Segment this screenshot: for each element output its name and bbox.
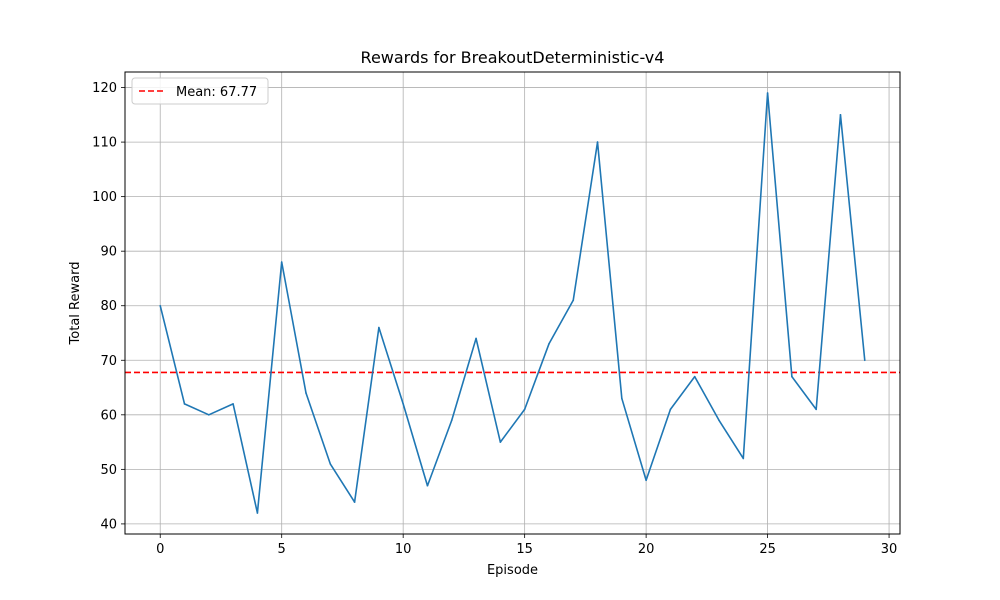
reward-data-point [742,457,745,460]
reward-data-point [499,441,502,443]
reward-data-point [572,299,575,302]
reward-data-point [159,304,162,307]
reward-data-point [183,403,186,405]
reward-data-point [791,375,793,378]
y-tick-label: 120 [92,81,117,96]
y-axis-label: Total Reward [68,262,83,346]
y-tick-label: 80 [100,299,117,314]
plot-frame [124,71,901,535]
x-tick-label: 10 [395,542,412,557]
reward-data-point [863,359,866,362]
reward-data-point [645,479,647,482]
reward-data-point [766,92,769,94]
reward-data-point [378,326,380,329]
reward-data-point [523,408,526,411]
reward-data-point [426,484,429,487]
reward-data-point [548,343,550,345]
reward-data-point [621,397,623,400]
legend-box [131,77,269,105]
reward-data-point [402,403,404,405]
y-tick-label: 110 [92,136,117,151]
reward-data-point [475,337,477,340]
x-tick-label: 20 [638,542,655,557]
y-axis-ticks: 40 50 60 70 80 90 100 110 120 [92,81,125,532]
x-tick-label: 0 [156,542,164,557]
reward-data-point [839,114,842,116]
x-axis-label: Episode [487,563,538,578]
reward-data-point [669,408,672,411]
series-group [159,92,866,514]
y-tick-label: 40 [100,517,117,532]
x-tick-label: 5 [278,542,286,557]
y-tick-label: 70 [100,354,117,369]
x-tick-label: 25 [759,542,776,557]
reward-data-point [208,414,210,416]
reward-data-point [450,419,453,422]
y-tick-label: 60 [100,408,117,423]
legend-label-mean: Mean: 67.77 [176,85,257,100]
reward-data-point [353,501,356,503]
reward-data-point [815,408,817,411]
reward-data-point [693,375,696,378]
x-tick-label: 30 [881,542,898,557]
reward-data-point [256,512,259,514]
reward-data-point [718,419,720,422]
legend: Mean: 67.77 [131,77,269,105]
y-tick-label: 90 [100,245,117,260]
reward-data-point [232,403,234,405]
reward-series-line [159,92,866,514]
y-tick-label: 100 [92,190,117,205]
reward-data-point [329,463,332,465]
chart-title: Rewards for BreakoutDeterministic-v4 [361,48,665,67]
grid [125,72,900,534]
x-axis-ticks: 0 5 10 15 20 25 30 [156,534,897,557]
x-tick-label: 15 [516,542,533,557]
reward-data-point [305,392,307,394]
y-tick-label: 50 [100,463,117,478]
reward-data-point [596,141,599,143]
reward-data-point [280,261,283,263]
